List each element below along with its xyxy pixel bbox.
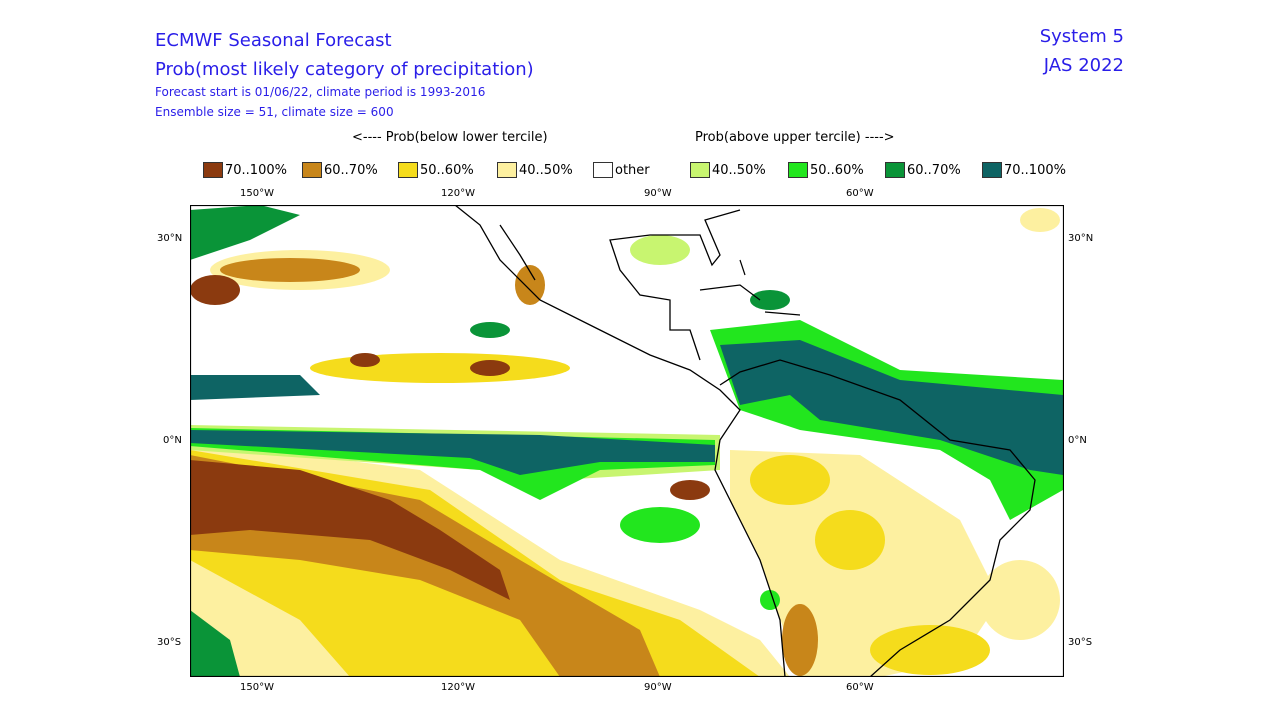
legend-label: 60..70%	[907, 162, 961, 178]
lon-label: 60°W	[846, 682, 874, 693]
legend-label: 50..60%	[420, 162, 474, 178]
legend-item: other	[593, 162, 650, 178]
legend-swatch	[203, 162, 223, 178]
title: ECMWF Seasonal Forecast	[155, 30, 392, 51]
legend-label: other	[615, 162, 650, 178]
region-above-np	[190, 375, 320, 400]
patch	[515, 265, 545, 305]
legend-swatch	[788, 162, 808, 178]
legend-item: 70..100%	[203, 162, 287, 178]
region-above-sw	[190, 610, 240, 677]
legend-label: 70..100%	[1004, 162, 1066, 178]
patch	[750, 290, 790, 310]
lat-label: 30°S	[157, 637, 182, 648]
legend-swatch	[593, 162, 613, 178]
legend-swatch	[497, 162, 517, 178]
patch	[750, 455, 830, 505]
region-above-70	[190, 430, 715, 475]
legend-swatch	[690, 162, 710, 178]
lon-label: 120°W	[441, 188, 475, 199]
patch	[350, 353, 380, 367]
patch	[980, 560, 1060, 640]
patch	[815, 510, 885, 570]
lon-label: 150°W	[240, 188, 274, 199]
system-label: System 5	[1039, 26, 1124, 47]
patch	[620, 507, 700, 543]
legend-item: 40..50%	[690, 162, 766, 178]
legend-label: 60..70%	[324, 162, 378, 178]
lat-label: 30°N	[157, 233, 183, 244]
coastline	[454, 205, 1036, 677]
legend-swatch	[885, 162, 905, 178]
region-above-nw	[190, 205, 300, 260]
lat-label: 0°N	[1068, 435, 1087, 446]
above-caption: Prob(above upper tercile) ---->	[695, 130, 895, 145]
legend-item: 40..50%	[497, 162, 573, 178]
region-above-sa-70	[720, 340, 1063, 475]
legend-item: 60..70%	[302, 162, 378, 178]
patch	[310, 353, 570, 383]
patch	[190, 275, 240, 305]
lat-label: 30°S	[1068, 637, 1093, 648]
subtitle: Prob(most likely category of precipitati…	[155, 59, 534, 80]
patch	[470, 360, 510, 376]
ensemble-size: Ensemble size = 51, climate size = 600	[155, 105, 394, 119]
lon-label: 60°W	[846, 188, 874, 199]
patch	[870, 625, 990, 675]
patch	[220, 258, 360, 282]
period-label: JAS 2022	[1043, 55, 1124, 76]
legend-label: 40..50%	[519, 162, 573, 178]
forecast-start: Forecast start is 01/06/22, climate peri…	[155, 85, 486, 99]
probability-map	[190, 205, 1064, 677]
lat-label: 0°N	[163, 435, 182, 446]
legend-label: 50..60%	[810, 162, 864, 178]
patch	[1020, 208, 1060, 232]
legend-item: 70..100%	[982, 162, 1066, 178]
legend-swatch	[398, 162, 418, 178]
patch	[760, 590, 780, 610]
legend-item: 50..60%	[788, 162, 864, 178]
lon-label: 150°W	[240, 682, 274, 693]
lat-label: 30°N	[1068, 233, 1094, 244]
lon-label: 120°W	[441, 682, 475, 693]
legend-swatch	[982, 162, 1002, 178]
patch	[782, 604, 818, 676]
legend-label: 70..100%	[225, 162, 287, 178]
legend-swatch	[302, 162, 322, 178]
below-caption: <---- Prob(below lower tercile)	[352, 130, 548, 145]
patch	[630, 235, 690, 265]
legend-item: 50..60%	[398, 162, 474, 178]
patch	[470, 322, 510, 338]
legend-item: 60..70%	[885, 162, 961, 178]
lon-label: 90°W	[644, 188, 672, 199]
region-below-70	[190, 460, 510, 600]
lon-label: 90°W	[644, 682, 672, 693]
caribbean-islands	[699, 259, 801, 316]
patch	[670, 480, 710, 500]
legend-label: 40..50%	[712, 162, 766, 178]
